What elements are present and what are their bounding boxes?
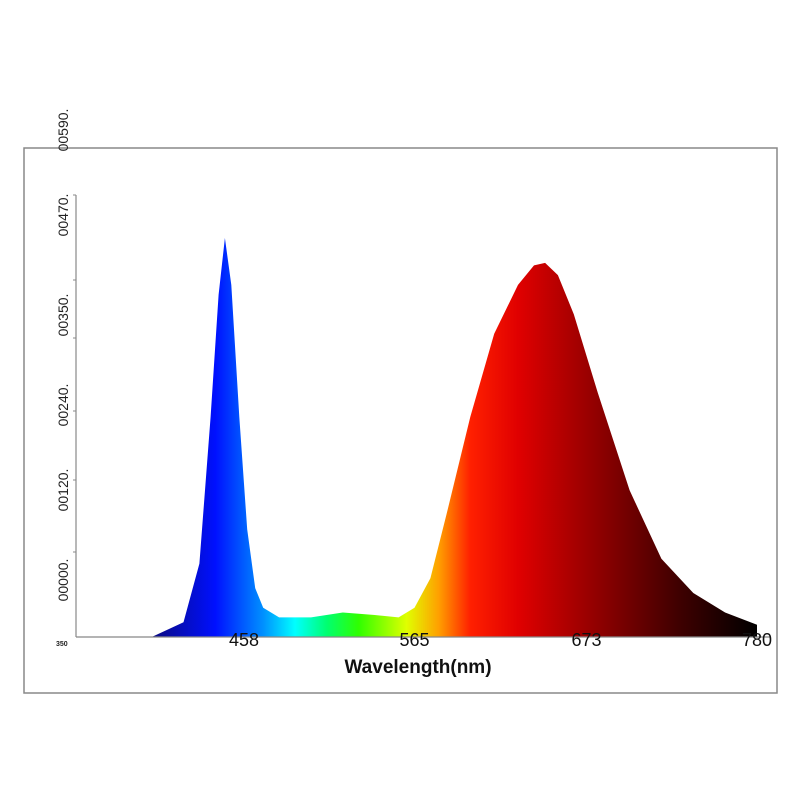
chart-frame <box>23 147 778 694</box>
y-tick-label: 00470. <box>55 194 71 237</box>
y-tick-label: 00350. <box>55 294 71 337</box>
x-tick-label: 780 <box>742 630 772 650</box>
y-tick-label: 00000. <box>55 559 71 602</box>
x-min-label: 350 <box>56 641 68 648</box>
x-tick-label: 565 <box>399 630 429 650</box>
x-tick-label: 458 <box>229 630 259 650</box>
x-axis-label: Wavelength(nm) <box>344 657 491 678</box>
y-tick-label: 00120. <box>55 469 71 512</box>
y-tick-label: 00240. <box>55 384 71 427</box>
spectrum-area <box>72 238 757 637</box>
x-tick-label: 673 <box>572 630 602 650</box>
y-tick-label: 00590. <box>55 109 71 152</box>
